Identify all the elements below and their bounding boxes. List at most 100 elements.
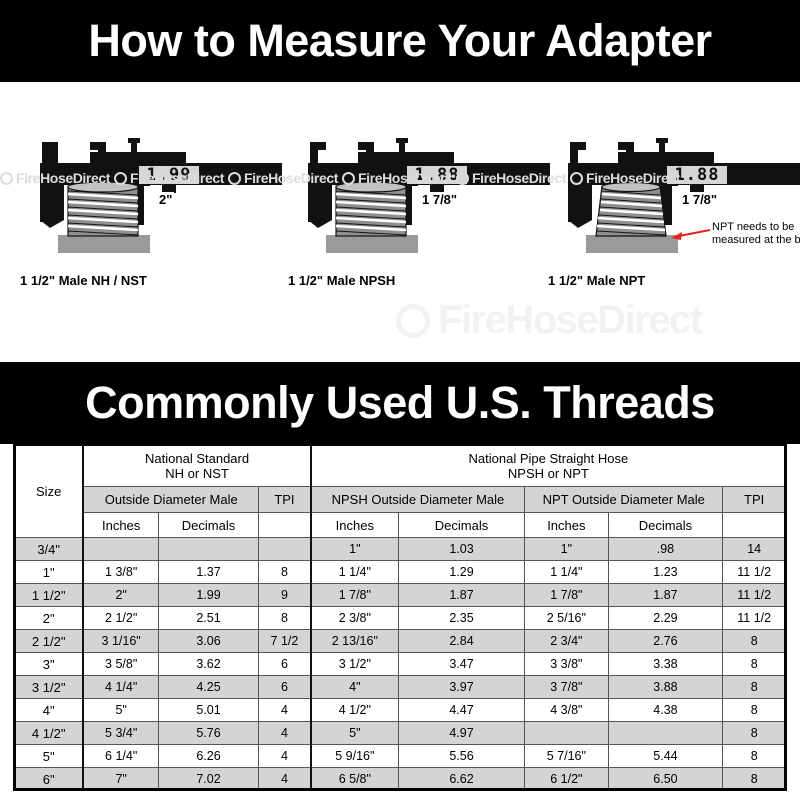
table-row: 6" 7" 7.02 4 6 5/8" 6.62 6 1/2" 6.50 8: [14, 767, 786, 791]
table-row: 4 1/2" 5 3/4" 5.76 4 5" 4.97 8: [14, 721, 786, 745]
npt-note-line1: NPT needs to be: [712, 221, 795, 233]
table-header-sub-row: Outside Diameter Male TPI NPSH Outside D…: [15, 486, 786, 513]
table-row: 1" 1 3/8" 1.37 8 1 1/4" 1.29 1 1/4" 1.23 11 1/2: [14, 560, 786, 584]
cell-nh-decimals: 1.37: [157, 560, 260, 584]
cell-npsh-inches: 4": [310, 675, 399, 699]
cell-npt-inches: 5 7/16": [524, 744, 609, 768]
table-row: 1 1/2" 2" 1.99 9 1 7/8" 1.87 1 7/8" 1.87 11 1/2: [14, 583, 786, 607]
header-nh-tpi: TPI: [258, 486, 312, 513]
header-group-npsh-line2: NPSH or NPT: [507, 465, 589, 481]
cell-nh-tpi: [258, 537, 312, 561]
caliper-illustration-nh-nst: [40, 138, 282, 253]
cell-npt-tpi: 11 1/2: [722, 606, 786, 630]
header-npsh-od: NPSH Outside Diameter Male: [310, 486, 526, 513]
cell-nh-tpi: 4: [258, 698, 312, 722]
cell-npt-decimals: [607, 721, 724, 745]
cell-nh-tpi: 4: [258, 767, 312, 791]
table-row: 4" 5" 5.01 4 4 1/2" 4.47 4 3/8" 4.38 8: [14, 698, 786, 722]
header-nh-od: Outside Diameter Male: [82, 486, 260, 513]
main-title-bar: How to Measure Your Adapter: [0, 0, 800, 82]
cell-npsh-decimals: 1.87: [397, 583, 526, 607]
cell-size: 4 1/2": [14, 721, 85, 745]
cell-npt-inches: 3 7/8": [524, 675, 609, 699]
cell-npt-inches: 3 3/8": [524, 652, 609, 676]
caliper-lcd-reading: 1.99: [138, 165, 200, 185]
cell-nh-tpi: 9: [258, 583, 312, 607]
cell-npt-decimals: 1.23: [607, 560, 724, 584]
cell-size: 1 1/2": [14, 583, 85, 607]
header-npt-tpi: TPI: [722, 486, 786, 513]
cell-npsh-inches: 4 1/2": [310, 698, 399, 722]
header-npt-inches: Inches: [524, 512, 609, 538]
header-npt-od: NPT Outside Diameter Male: [524, 486, 724, 513]
cell-nh-tpi: 7 1/2: [258, 629, 312, 653]
cell-npsh-inches: 5 9/16": [310, 744, 399, 768]
cell-size: 4": [14, 698, 85, 722]
header-group-npsh-line1: National Pipe Straight Hose: [468, 450, 629, 466]
cell-npsh-inches: 1": [310, 537, 399, 561]
caliper-lcd-reading: 1.88: [666, 165, 728, 185]
cell-nh-inches: 5": [82, 698, 159, 722]
cell-nh-inches: 5 3/4": [82, 721, 159, 745]
cell-npt-tpi: 8: [722, 767, 786, 791]
cell-nh-decimals: 7.02: [157, 767, 260, 791]
cell-size: 3 1/2": [14, 675, 85, 699]
cell-nh-inches: 3 1/16": [82, 629, 159, 653]
cell-npsh-decimals: 2.35: [397, 606, 526, 630]
cell-npt-tpi: 8: [722, 744, 786, 768]
cell-npt-tpi: 8: [722, 629, 786, 653]
cell-npt-decimals: 2.76: [607, 629, 724, 653]
cell-npt-decimals: 5.44: [607, 744, 724, 768]
cell-npsh-decimals: 2.84: [397, 629, 526, 653]
diagram-caption: 1 1/2" Male NPSH: [288, 273, 396, 288]
table-body: 3/4" 1" 1.03 1" .98 14 1" 1 3/8" 1.37 8 1 1/4" 1.29…: [14, 537, 786, 791]
cell-npt-tpi: 11 1/2: [722, 560, 786, 584]
header-group-nh-line2: NH or NST: [165, 465, 229, 481]
cell-npsh-inches: 1 7/8": [310, 583, 399, 607]
cell-nh-tpi: 6: [258, 652, 312, 676]
cell-nh-decimals: 5.01: [157, 698, 260, 722]
watermark-large: FireHoseDirect: [396, 298, 703, 343]
red-arrow-icon: [671, 229, 711, 240]
cell-size: 1": [14, 560, 85, 584]
cell-npt-tpi: 14: [722, 537, 786, 561]
cell-npt-inches: 6 1/2": [524, 767, 609, 791]
header-group-nh-line1: National Standard: [145, 450, 250, 466]
cell-npt-tpi: 11 1/2: [722, 583, 786, 607]
cell-npsh-decimals: 4.97: [397, 721, 526, 745]
caliper-lcd-reading: 1.88: [406, 165, 468, 185]
cell-npt-inches: 1 1/4": [524, 560, 609, 584]
cell-nh-inches: 1 3/8": [82, 560, 159, 584]
cell-size: 5": [14, 744, 85, 768]
cell-size: 6": [14, 767, 85, 791]
cell-nh-decimals: 1.99: [157, 583, 260, 607]
thread-body-tapered: [595, 181, 667, 237]
cell-npt-inches: 1": [524, 537, 609, 561]
thread-body-straight: [335, 181, 407, 237]
fraction-label: 1 7/8": [680, 192, 720, 207]
cell-nh-inches: [82, 537, 159, 561]
header-npsh-decimals: Decimals: [397, 512, 526, 538]
fraction-label: 1 7/8": [420, 192, 460, 207]
cell-npt-decimals: 2.29: [607, 606, 724, 630]
cell-nh-decimals: 2.51: [157, 606, 260, 630]
cell-nh-decimals: 4.25: [157, 675, 260, 699]
cell-nh-decimals: [157, 537, 260, 561]
diagram-npt: 1.88 1 7/8" NPT needs to be measured at …: [540, 130, 800, 300]
cell-size: 3": [14, 652, 85, 676]
cell-nh-decimals: 5.76: [157, 721, 260, 745]
cell-npsh-inches: 3 1/2": [310, 652, 399, 676]
npt-note-line2: measured at the base: [712, 234, 800, 246]
cell-npsh-decimals: 5.56: [397, 744, 526, 768]
diagram-caption: 1 1/2" Male NPT: [548, 273, 646, 288]
table-row: 3" 3 5/8" 3.62 6 3 1/2" 3.47 3 3/8" 3.38 8: [14, 652, 786, 676]
caliper-illustration-npsh: [308, 138, 550, 253]
cell-nh-inches: 3 5/8": [82, 652, 159, 676]
cell-npsh-decimals: 1.03: [397, 537, 526, 561]
cell-npt-decimals: .98: [607, 537, 724, 561]
cell-npt-decimals: 1.87: [607, 583, 724, 607]
thread-body-straight: [67, 181, 139, 237]
table-row: 5" 6 1/4" 6.26 4 5 9/16" 5.56 5 7/16" 5.44 8: [14, 744, 786, 768]
cell-npsh-decimals: 3.97: [397, 675, 526, 699]
